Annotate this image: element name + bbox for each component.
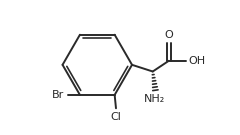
Text: NH₂: NH₂ — [144, 94, 165, 104]
Text: Br: Br — [52, 90, 64, 100]
Text: O: O — [164, 30, 173, 40]
Text: Cl: Cl — [111, 112, 121, 122]
Text: OH: OH — [189, 56, 206, 66]
